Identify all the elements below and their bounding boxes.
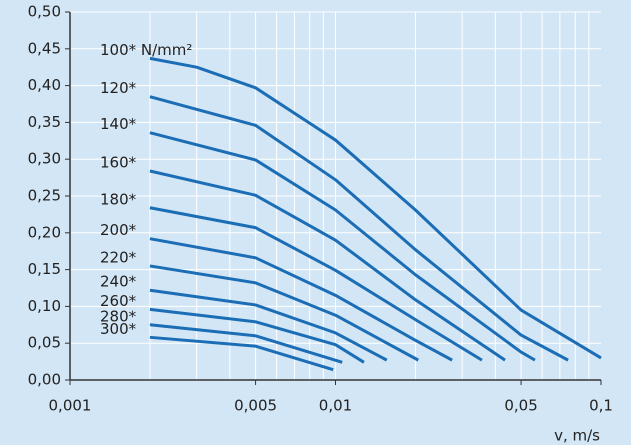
y-tick-label: 0,00 (28, 371, 61, 389)
curve (149, 56, 602, 360)
curve (149, 131, 536, 362)
curve (149, 335, 334, 372)
y-tick-label: 0,50 (28, 3, 61, 21)
series-label: 260* (100, 292, 137, 310)
series-label: 220* (100, 248, 137, 266)
series-label: 200* (100, 221, 137, 239)
y-tick-label: 0,25 (28, 187, 61, 205)
curve (149, 206, 483, 362)
curve (149, 288, 388, 362)
curve (149, 307, 365, 364)
y-tick-label: 0,20 (28, 223, 61, 241)
y-tick-label: 0,45 (28, 39, 61, 57)
series-label: 100* N/mm² (100, 41, 192, 59)
curve (149, 169, 506, 362)
curve (149, 323, 343, 364)
x-tick-label: 0,001 (49, 397, 92, 415)
y-tick-label: 0,15 (28, 260, 61, 278)
curve (149, 95, 569, 362)
series-label: 160* (100, 153, 137, 171)
x-tick-label: 0,005 (234, 397, 277, 415)
y-tick-label: 0,40 (28, 76, 61, 94)
x-tick-label: 0,1 (589, 397, 613, 415)
y-tick-label: 0,10 (28, 297, 61, 315)
y-tick-label: 0,35 (28, 113, 61, 131)
y-tick-label: 0,05 (28, 334, 61, 352)
x-tick-label: 0,01 (319, 397, 352, 415)
series-label: 180* (100, 190, 137, 208)
y-tick-label: 0,30 (28, 150, 61, 168)
series-label: 300* (100, 320, 137, 338)
series-label: 140* (100, 115, 137, 133)
x-tick-label: 0,05 (504, 397, 537, 415)
curve (149, 237, 453, 362)
series-label: 280* (100, 307, 137, 325)
curve (149, 264, 419, 362)
series-label: 240* (100, 273, 137, 291)
x-axis-label: v, m/s (554, 427, 600, 445)
series-label: 120* (100, 79, 137, 97)
